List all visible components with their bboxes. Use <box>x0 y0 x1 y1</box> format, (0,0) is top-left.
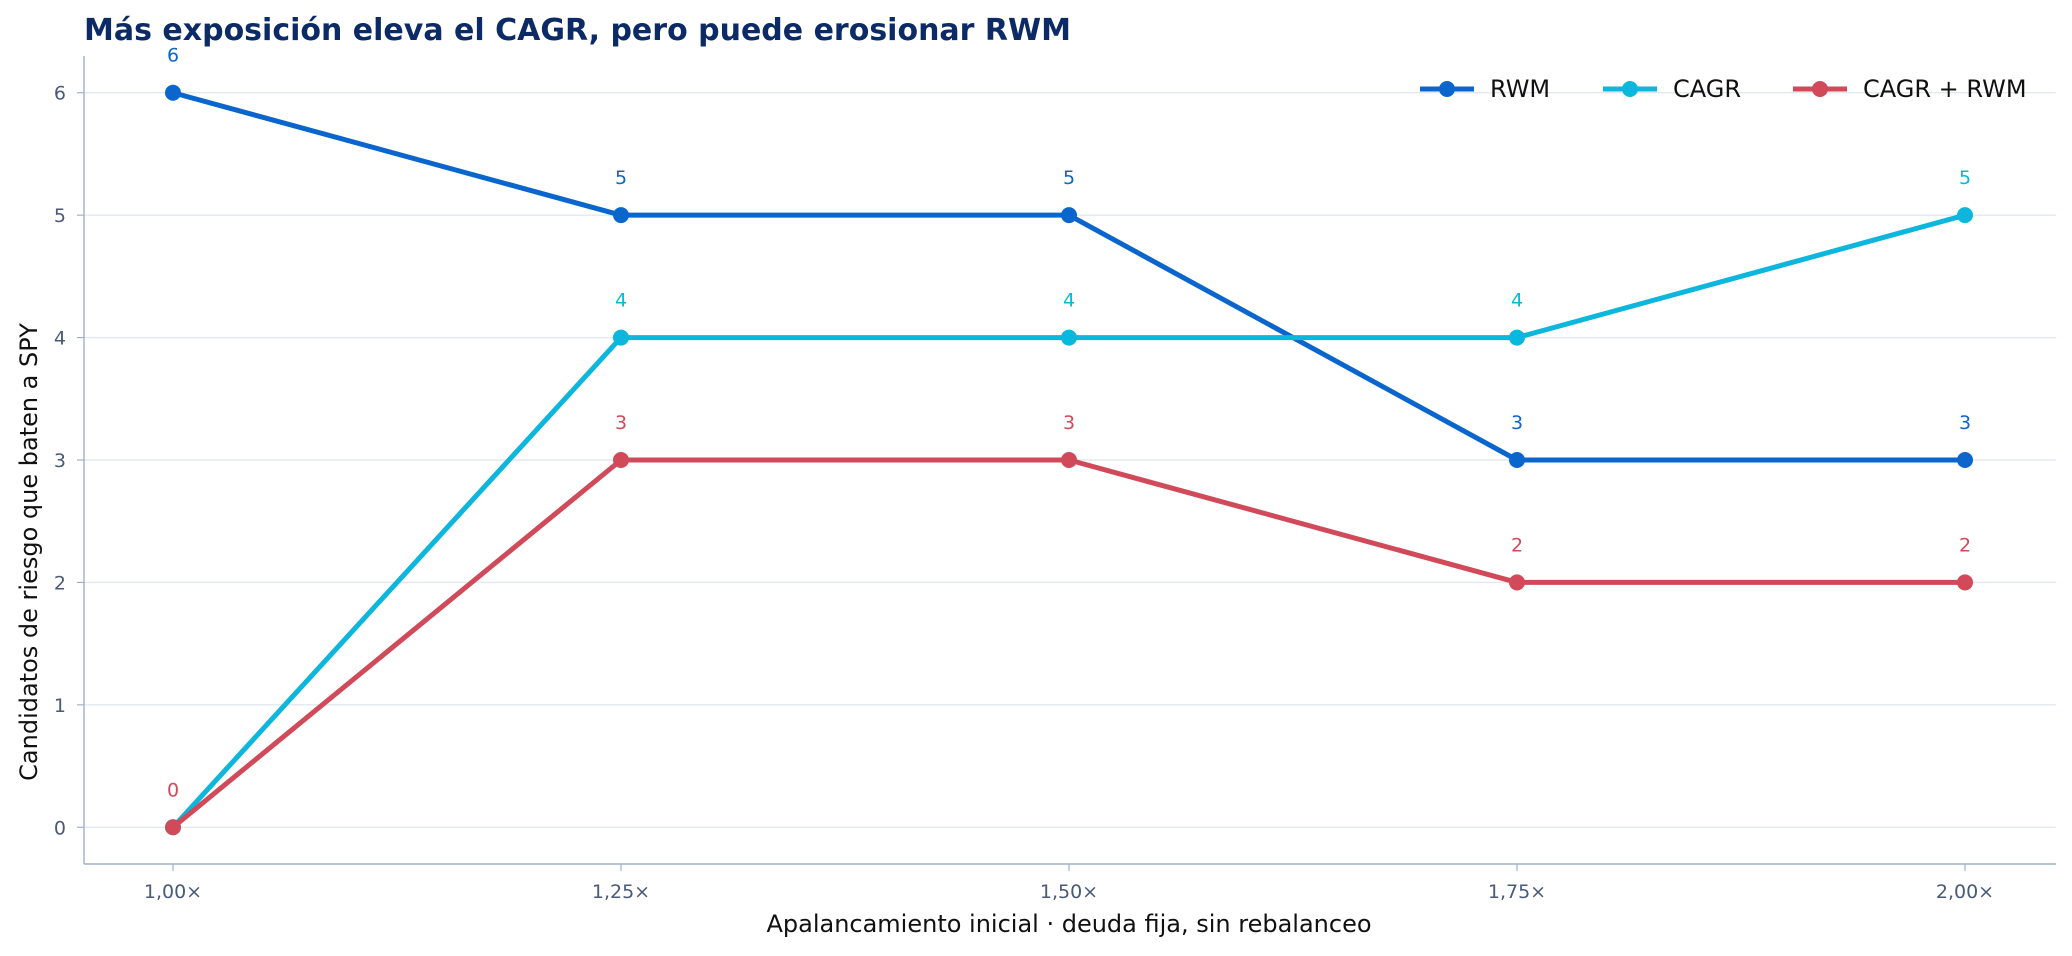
data-point <box>1957 452 1973 468</box>
data-point <box>1509 329 1525 346</box>
series-line <box>170 457 1968 830</box>
data-label: 4 <box>1511 290 1523 312</box>
x-tick-label: 1,25× <box>592 881 650 903</box>
x-tick-label: 1,75× <box>1488 881 1546 903</box>
axes: 0 1 2 3 4 5 6 1,00× 1,25× 1,50× 1,75× 2,00× <box>54 56 2056 903</box>
legend-swatch-marker <box>1439 81 1455 97</box>
data-label: 2 <box>1959 534 1971 556</box>
data-point <box>1061 329 1077 346</box>
y-tick-label: 2 <box>54 572 66 594</box>
data-label: 0 <box>167 779 179 801</box>
data-point <box>1957 574 1973 591</box>
data-label: 6 <box>167 45 179 67</box>
data-label: 3 <box>1511 412 1523 434</box>
series-line <box>170 90 1968 463</box>
x-axis-label: Apalancamiento inicial · deuda fija, sin… <box>766 910 1371 938</box>
data-label: 2 <box>1511 534 1523 556</box>
data-point <box>613 452 629 468</box>
data-point <box>1957 207 1973 224</box>
y-tick-label: 0 <box>54 817 66 839</box>
data-labels: 6 5 5 3 3 4 4 4 5 0 3 3 2 2 <box>167 45 1971 802</box>
data-point <box>1061 207 1077 224</box>
data-label: 4 <box>1063 290 1075 312</box>
data-point <box>165 819 181 836</box>
y-tick-label: 4 <box>54 328 66 350</box>
legend-label: CAGR + RWM <box>1863 75 2027 103</box>
data-point <box>1509 452 1525 468</box>
y-tick-label: 5 <box>54 205 66 227</box>
y-axis-label: Candidatos de riesgo que baten a SPY <box>15 323 43 781</box>
data-label: 3 <box>1959 412 1971 434</box>
data-label: 3 <box>1063 412 1075 434</box>
data-point <box>613 329 629 346</box>
data-point <box>165 84 181 101</box>
x-tick-label: 1,50× <box>1040 881 1098 903</box>
data-label: 5 <box>1959 167 1971 189</box>
data-label: 3 <box>615 412 627 434</box>
data-point <box>1061 452 1077 468</box>
legend: RWM CAGR CAGR + RWM <box>1420 75 2027 103</box>
y-tick-label: 1 <box>54 695 66 717</box>
chart-title: Más exposición eleva el CAGR, pero puede… <box>84 13 1071 48</box>
legend-swatch-marker <box>1812 81 1828 97</box>
x-tick-label: 2,00× <box>1936 881 1994 903</box>
series-layer <box>165 84 1973 836</box>
legend-label: RWM <box>1490 75 1550 103</box>
data-label: 4 <box>615 290 627 312</box>
legend-swatch-marker <box>1622 81 1638 97</box>
data-label: 5 <box>1063 167 1075 189</box>
x-tick-label: 1,00× <box>144 881 202 903</box>
y-tick-label: 6 <box>54 83 66 105</box>
y-tick-label: 3 <box>54 450 66 472</box>
legend-label: CAGR <box>1673 75 1741 103</box>
data-point <box>613 207 629 224</box>
data-point <box>1509 574 1525 591</box>
data-label: 5 <box>615 167 627 189</box>
